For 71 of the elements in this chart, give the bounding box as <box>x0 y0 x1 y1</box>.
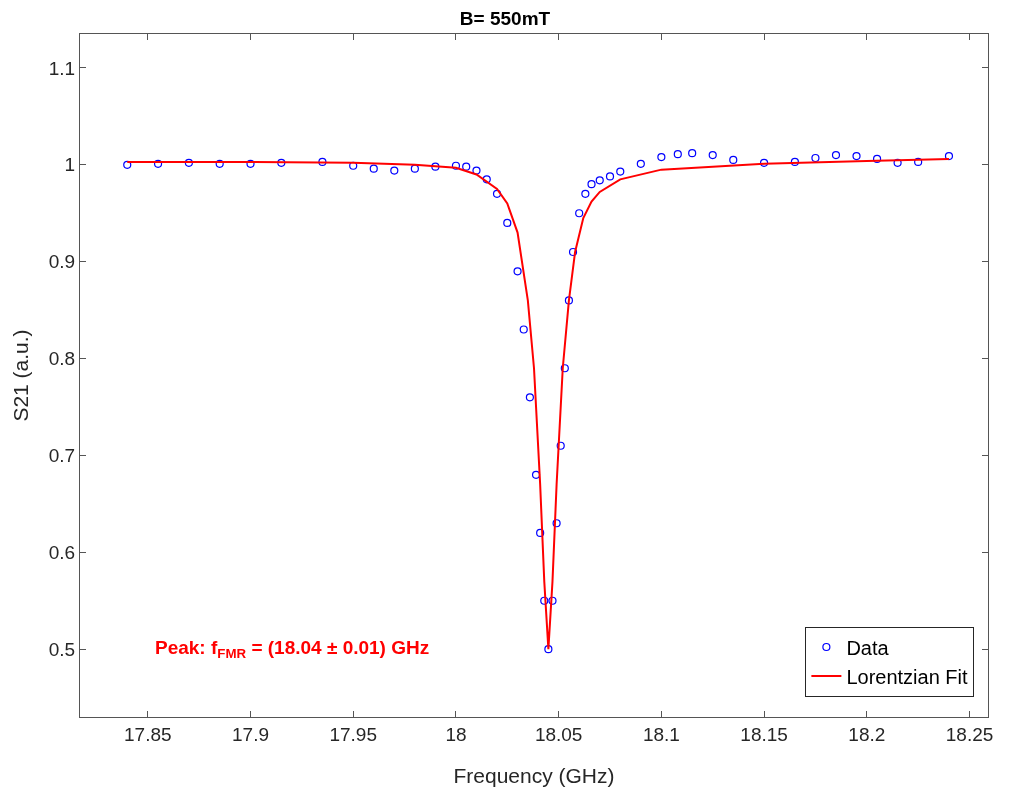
point <box>451 161 461 170</box>
y-tick-label: 0.9 <box>48 251 76 273</box>
y-tick-label: 1 <box>64 154 76 176</box>
point <box>759 158 769 167</box>
y-tick-label: 0.6 <box>48 541 76 563</box>
point <box>540 596 549 605</box>
point <box>556 441 565 450</box>
y-axis-title: S21 (a.u.) <box>9 329 32 422</box>
point <box>277 158 286 167</box>
point <box>431 162 440 171</box>
point <box>944 151 954 161</box>
point <box>564 296 574 305</box>
point <box>575 209 584 218</box>
point <box>595 176 604 185</box>
x-tick-label: 18.1 <box>642 723 680 745</box>
point <box>536 528 545 538</box>
legend-label: Data <box>846 636 890 659</box>
x-tick-label: 17.85 <box>124 723 172 745</box>
point <box>548 596 557 605</box>
point <box>673 150 682 159</box>
point <box>318 157 327 166</box>
point <box>531 470 541 479</box>
point <box>390 166 399 175</box>
x-tick-label: 18 <box>445 723 467 745</box>
point <box>914 157 923 166</box>
point <box>544 645 553 654</box>
chart-title: B= 550mT <box>459 8 551 30</box>
point <box>811 153 820 163</box>
point <box>568 247 578 257</box>
point <box>123 160 132 169</box>
point <box>482 175 491 184</box>
y-tick-label: 0.5 <box>48 638 76 660</box>
point <box>513 267 522 276</box>
point <box>581 189 590 198</box>
y-tick-label: 0.8 <box>48 348 76 370</box>
point <box>831 151 841 160</box>
annotation: Peak: f$_{FMR}$ = (18.04 ± 0.01) GHz <box>155 637 430 661</box>
point <box>708 151 717 160</box>
point <box>552 519 561 528</box>
point <box>560 364 569 373</box>
point <box>519 325 528 334</box>
point <box>246 159 255 168</box>
x-axis-title: Frequency (GHz) <box>453 764 615 787</box>
point <box>472 166 481 175</box>
y-tick-label: 1.1 <box>48 57 76 79</box>
point <box>616 167 625 176</box>
point <box>636 159 645 168</box>
x-tick-label: 17.95 <box>329 723 377 745</box>
x-tick-label: 18.15 <box>740 723 788 745</box>
point <box>872 154 882 164</box>
y-tick-label: 0.7 <box>48 445 76 467</box>
x-tick-label: 18.05 <box>534 723 583 745</box>
legend-label: Lorentzian Fit <box>846 665 968 688</box>
point <box>462 162 471 171</box>
x-tick-label: 18.25 <box>945 723 994 745</box>
point <box>688 149 697 158</box>
point <box>215 159 224 168</box>
point <box>410 164 419 173</box>
point <box>153 159 163 168</box>
point <box>184 158 193 167</box>
point <box>790 157 799 166</box>
x-tick-label: 17.9 <box>232 723 269 745</box>
point <box>657 152 666 162</box>
point <box>525 393 534 402</box>
point <box>503 218 512 228</box>
point <box>729 155 738 165</box>
point <box>852 151 861 161</box>
point <box>369 164 378 173</box>
point <box>605 172 615 181</box>
point <box>587 180 596 189</box>
x-tick-label: 18.2 <box>848 723 886 745</box>
